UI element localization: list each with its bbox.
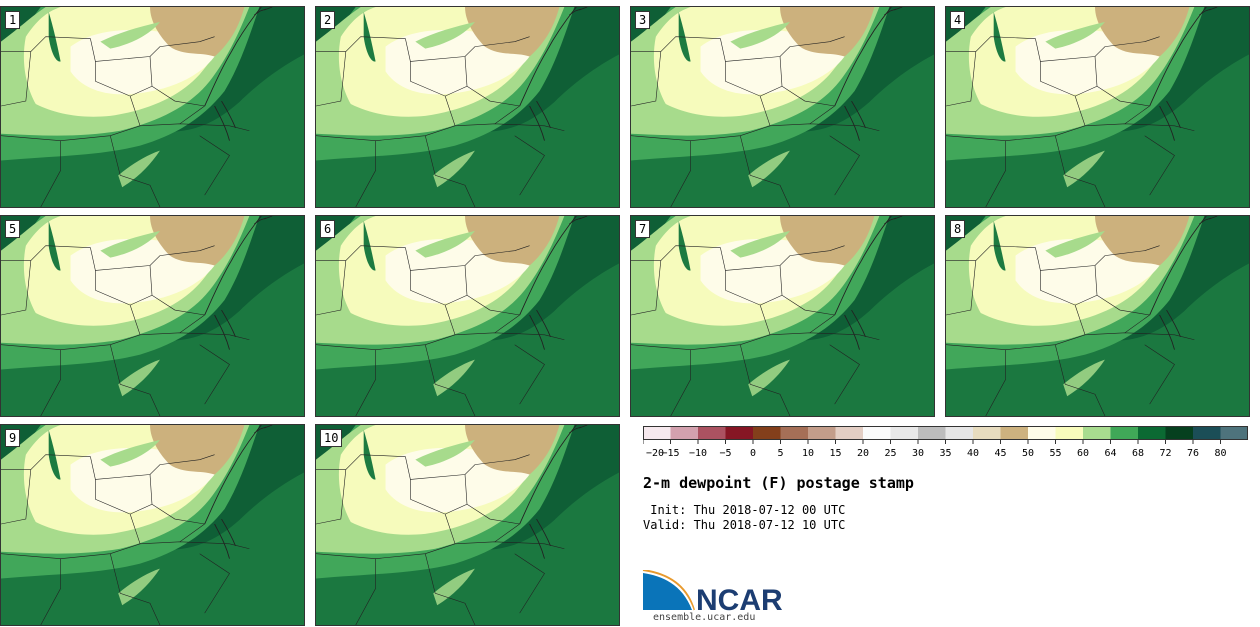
dewpoint-map xyxy=(1,7,304,207)
colorbar-swatch xyxy=(1193,426,1221,440)
member-map-panel: 10 xyxy=(315,424,620,626)
member-map-panel: 5 xyxy=(0,215,305,417)
colorbar-tick-label: 68 xyxy=(1132,448,1144,459)
colorbar-swatch xyxy=(808,426,836,440)
colorbar-swatch xyxy=(643,426,671,440)
dewpoint-colorbar: −20−15 −10 −5 0 5 10 15 20 25 30 35 40 45 50 55 60 64 68 7… xyxy=(643,426,1248,459)
colorbar-swatch xyxy=(780,426,809,440)
dewpoint-map xyxy=(1,216,304,416)
colorbar-swatch xyxy=(725,426,754,440)
colorbar-swatch xyxy=(1220,426,1248,440)
colorbar-swatch xyxy=(1165,426,1194,440)
member-number-label: 7 xyxy=(635,220,651,238)
svg-text:NCAR: NCAR xyxy=(696,584,783,614)
colorbar-swatch xyxy=(1028,426,1056,440)
colorbar-tick-label: 64 xyxy=(1104,448,1116,459)
colorbar-tick-label: 76 xyxy=(1187,448,1199,459)
member-map-panel: 3 xyxy=(630,6,935,208)
dewpoint-map xyxy=(631,216,934,416)
colorbar-tick-label: −20 xyxy=(646,448,664,459)
colorbar-tick-label: 35 xyxy=(939,448,951,459)
colorbar-tick-label: 20 xyxy=(857,448,869,459)
dewpoint-map xyxy=(946,216,1249,416)
colorbar-tick-label: 50 xyxy=(1022,448,1034,459)
colorbar-swatch xyxy=(698,426,726,440)
colorbar-swatch xyxy=(1083,426,1111,440)
colorbar-swatch xyxy=(945,426,974,440)
colorbar-swatch xyxy=(918,426,946,440)
member-number-label: 9 xyxy=(5,429,21,447)
colorbar-swatch xyxy=(890,426,919,440)
colorbar-swatch xyxy=(863,426,891,440)
member-number-label: 6 xyxy=(320,220,336,238)
member-number-label: 3 xyxy=(635,11,651,29)
dewpoint-map xyxy=(316,7,619,207)
ncar-logo: NCAR xyxy=(642,570,783,614)
member-map-panel: 2 xyxy=(315,6,620,208)
colorbar-swatch xyxy=(1055,426,1084,440)
logo-url: ensemble.ucar.edu xyxy=(653,612,756,623)
colorbar-tick-label: 30 xyxy=(912,448,924,459)
colorbar-tick-label: 80 xyxy=(1214,448,1226,459)
dewpoint-map xyxy=(316,425,619,625)
colorbar-swatch xyxy=(1138,426,1166,440)
member-number-label: 1 xyxy=(5,11,21,29)
member-map-panel: 1 xyxy=(0,6,305,208)
colorbar-swatch xyxy=(670,426,699,440)
colorbar-tick-label: 5 xyxy=(777,448,783,459)
colorbar-tick-label: 10 xyxy=(802,448,814,459)
colorbar-tick-label: 45 xyxy=(994,448,1006,459)
colorbar-tick-label: 0 xyxy=(750,448,756,459)
colorbar-tick-label: 15 xyxy=(829,448,841,459)
member-map-panel: 7 xyxy=(630,215,935,417)
colorbar-swatch xyxy=(973,426,1001,440)
member-number-label: 2 xyxy=(320,11,336,29)
colorbar-tick-label: 60 xyxy=(1077,448,1089,459)
member-number-label: 8 xyxy=(950,220,966,238)
member-number-label: 5 xyxy=(5,220,21,238)
colorbar-tick-label: 55 xyxy=(1049,448,1061,459)
member-map-panel: 9 xyxy=(0,424,305,626)
colorbar-swatch xyxy=(1110,426,1139,440)
member-map-panel: 4 xyxy=(945,6,1250,208)
colorbar-swatch xyxy=(835,426,864,440)
colorbar-tick-label: −10 xyxy=(689,448,707,459)
colorbar-tick-label: −15 xyxy=(661,448,679,459)
plot-title: 2-m dewpoint (F) postage stamp xyxy=(643,474,914,492)
colorbar-outline xyxy=(643,426,1248,440)
dewpoint-map xyxy=(631,7,934,207)
colorbar-tick-label: 25 xyxy=(884,448,896,459)
init-time: Init: Thu 2018-07-12 00 UTC xyxy=(643,503,846,517)
member-map-panel: 8 xyxy=(945,215,1250,417)
member-map-panel: 6 xyxy=(315,215,620,417)
dewpoint-map xyxy=(316,216,619,416)
colorbar-tick-label: 40 xyxy=(967,448,979,459)
valid-time: Valid: Thu 2018-07-12 10 UTC xyxy=(643,518,846,532)
member-number-label: 10 xyxy=(320,429,343,447)
colorbar-swatch xyxy=(753,426,781,440)
colorbar-tick-label: −5 xyxy=(719,448,731,459)
dewpoint-map xyxy=(946,7,1249,207)
colorbar-tick-label: 72 xyxy=(1159,448,1171,459)
colorbar-swatch xyxy=(1000,426,1029,440)
member-number-label: 4 xyxy=(950,11,966,29)
dewpoint-map xyxy=(1,425,304,625)
